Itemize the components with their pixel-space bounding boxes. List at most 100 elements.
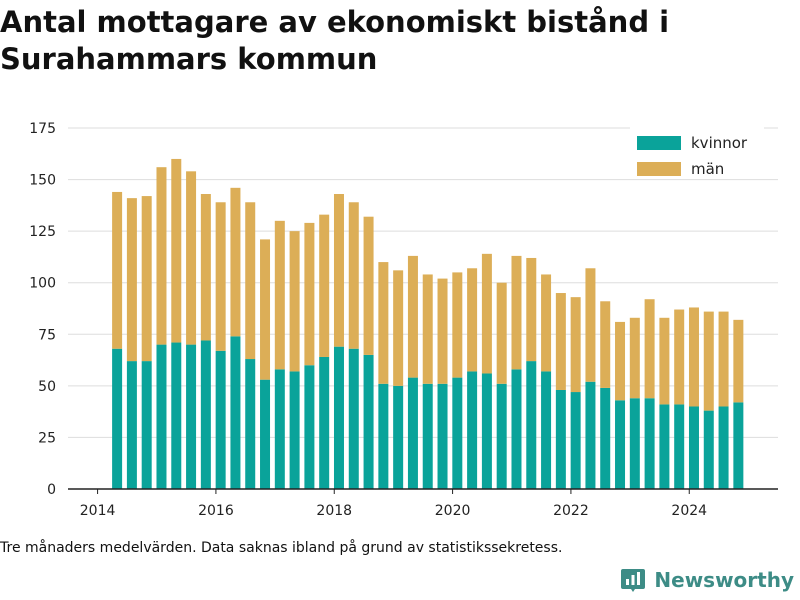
bar-kvinnor xyxy=(141,361,152,489)
bar-kvinnor xyxy=(215,350,226,489)
bar-kvinnor xyxy=(570,392,581,489)
bar-man xyxy=(393,270,404,386)
bar-man xyxy=(274,220,285,370)
bar-kvinnor xyxy=(644,398,655,489)
bar-kvinnor xyxy=(126,361,137,489)
bar-man xyxy=(171,158,182,343)
stacked-bar-chart: 0 25 50 75 100 125 150 175 2014 2016 2018 2020 2022 2… xyxy=(29,121,778,519)
bar-kvinnor xyxy=(600,387,611,489)
bar-man xyxy=(674,309,685,405)
y-tick-label: 150 xyxy=(29,173,56,189)
bar-man xyxy=(378,262,389,384)
bar-man xyxy=(304,222,315,366)
bar-man xyxy=(348,202,359,349)
bar-man xyxy=(333,194,344,347)
bar-kvinnor xyxy=(230,336,241,489)
bar-man xyxy=(585,268,596,382)
x-tick-label: 2014 xyxy=(80,503,116,519)
x-tick-label: 2018 xyxy=(316,503,352,519)
bar-kvinnor xyxy=(200,340,211,489)
bar-kvinnor xyxy=(481,373,492,489)
brand-logo: Newsworthy xyxy=(620,567,794,593)
bar-kvinnor xyxy=(245,359,256,489)
y-tick-label: 50 xyxy=(38,379,56,395)
bar-man xyxy=(481,253,492,374)
bar-kvinnor xyxy=(496,383,507,489)
bar-man xyxy=(230,187,241,337)
bar-kvinnor xyxy=(112,348,123,489)
bar-kvinnor xyxy=(289,371,300,489)
bar-kvinnor xyxy=(467,371,478,489)
bar-kvinnor xyxy=(437,383,448,489)
bar-man xyxy=(659,317,670,405)
bar-kvinnor xyxy=(333,346,344,489)
bar-man xyxy=(407,255,418,378)
bar-kvinnor xyxy=(555,389,566,489)
bar-kvinnor xyxy=(304,365,315,489)
bar-man xyxy=(141,196,152,362)
bar-man xyxy=(526,257,537,362)
bar-man xyxy=(126,198,137,362)
bar-chart-logo-icon xyxy=(621,569,646,592)
bar-kvinnor xyxy=(659,404,670,489)
bar-kvinnor xyxy=(526,361,537,489)
bar-kvinnor xyxy=(407,377,418,489)
bar-man xyxy=(289,231,300,372)
bar-kvinnor xyxy=(260,379,271,489)
bar-man xyxy=(629,317,640,399)
bar-man xyxy=(452,272,463,378)
bar-man xyxy=(215,202,226,351)
bar-man xyxy=(600,301,611,388)
bar-kvinnor xyxy=(422,383,433,489)
bar-man xyxy=(511,255,522,370)
legend-swatch-kvinnor xyxy=(637,136,681,150)
y-tick-label: 0 xyxy=(47,482,56,498)
page-title: Antal mottagare av ekonomiskt bistånd i … xyxy=(0,5,670,76)
legend-swatch-man xyxy=(637,162,681,176)
bar-man xyxy=(200,194,211,341)
bar-kvinnor xyxy=(393,385,404,489)
bar-kvinnor xyxy=(186,344,197,489)
axes: 0 25 50 75 100 125 150 175 2014 2016 2018 2020 2022 2… xyxy=(29,121,778,519)
bar-kvinnor xyxy=(378,383,389,489)
bar-man xyxy=(467,268,478,372)
bar-man xyxy=(437,278,448,384)
bar-man xyxy=(703,311,714,411)
bar-kvinnor xyxy=(674,404,685,489)
x-tick-label: 2020 xyxy=(435,503,471,519)
bar-man xyxy=(363,216,374,355)
bar-man xyxy=(688,307,699,407)
bar-kvinnor xyxy=(274,369,285,489)
bar-kvinnor xyxy=(615,400,626,489)
bar-man xyxy=(733,319,744,403)
bar-man xyxy=(245,202,256,360)
bar-kvinnor xyxy=(452,377,463,489)
bar-kvinnor xyxy=(585,381,596,489)
x-tick-label: 2024 xyxy=(671,503,707,519)
legend-label-man: män xyxy=(691,160,724,178)
bar-man xyxy=(260,239,271,380)
footnote: Tre månaders medelvärden. Data saknas ib… xyxy=(0,540,563,556)
bar-kvinnor xyxy=(156,344,167,489)
bar-man xyxy=(422,274,433,384)
bar-kvinnor xyxy=(718,406,729,489)
legend: kvinnor män xyxy=(630,126,764,178)
bar-kvinnor xyxy=(319,356,330,489)
x-tick-label: 2016 xyxy=(198,503,234,519)
bar-man xyxy=(570,297,581,393)
bar-kvinnor xyxy=(703,410,714,489)
brand-name: Newsworthy xyxy=(654,568,794,592)
bars xyxy=(112,158,744,489)
y-tick-label: 100 xyxy=(29,276,56,292)
bar-kvinnor xyxy=(733,402,744,489)
bar-man xyxy=(615,321,626,401)
bar-kvinnor xyxy=(541,371,552,489)
legend-label-kvinnor: kvinnor xyxy=(691,134,748,152)
bar-kvinnor xyxy=(629,398,640,489)
bar-kvinnor xyxy=(348,348,359,489)
y-tick-label: 25 xyxy=(38,430,56,446)
bar-man xyxy=(496,282,507,384)
bar-man xyxy=(319,214,330,357)
bar-kvinnor xyxy=(688,406,699,489)
bar-kvinnor xyxy=(171,342,182,489)
